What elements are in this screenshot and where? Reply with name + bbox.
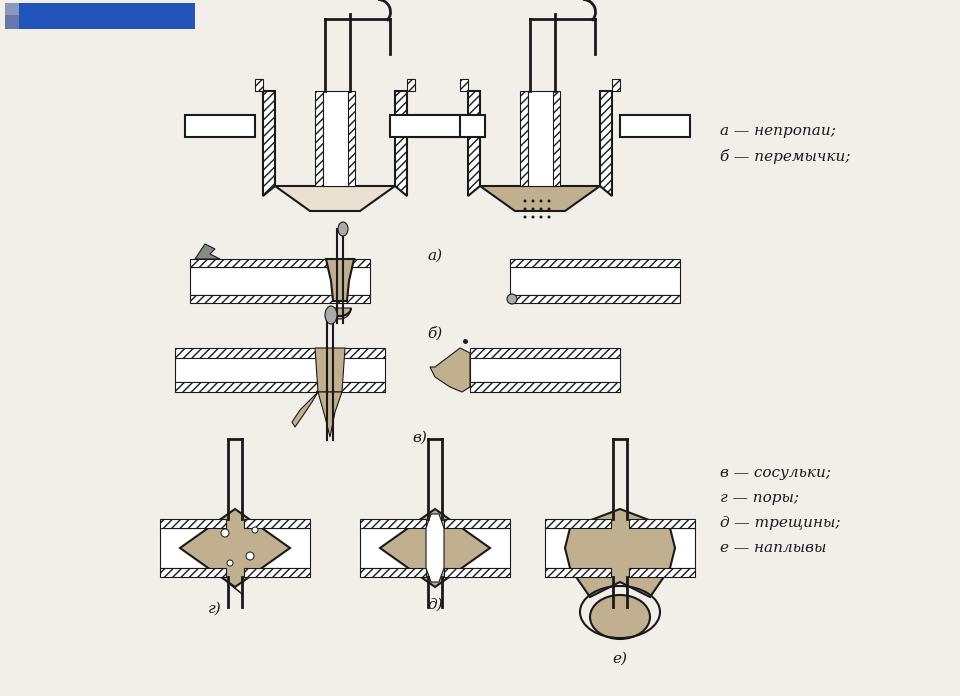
- Bar: [415, 115, 485, 137]
- Bar: [360, 528, 426, 568]
- Ellipse shape: [325, 306, 337, 324]
- Polygon shape: [510, 295, 680, 303]
- Polygon shape: [360, 568, 426, 577]
- Circle shape: [547, 216, 550, 219]
- Polygon shape: [407, 79, 415, 91]
- Polygon shape: [430, 348, 470, 392]
- Bar: [528, 91, 553, 186]
- Bar: [470, 357, 620, 382]
- Polygon shape: [326, 259, 354, 301]
- Polygon shape: [175, 382, 385, 392]
- Bar: [323, 91, 348, 186]
- Circle shape: [532, 216, 535, 219]
- Bar: [5, 3, 195, 29]
- Circle shape: [523, 207, 526, 210]
- Polygon shape: [510, 259, 680, 267]
- Polygon shape: [480, 186, 600, 211]
- Circle shape: [532, 207, 535, 210]
- Polygon shape: [255, 79, 263, 91]
- Text: в): в): [413, 431, 427, 445]
- Bar: [244, 528, 310, 568]
- Circle shape: [547, 207, 550, 210]
- Polygon shape: [160, 519, 226, 528]
- Circle shape: [532, 200, 535, 203]
- Bar: [545, 528, 611, 568]
- Text: б — перемычки;: б — перемычки;: [720, 148, 851, 164]
- Polygon shape: [275, 186, 395, 211]
- Bar: [510, 267, 680, 295]
- Text: г): г): [208, 602, 222, 616]
- Polygon shape: [347, 91, 355, 186]
- Circle shape: [221, 529, 229, 537]
- Text: д): д): [427, 598, 443, 612]
- Text: е): е): [612, 652, 628, 666]
- Polygon shape: [600, 91, 612, 196]
- Bar: [390, 115, 460, 137]
- Polygon shape: [263, 91, 275, 196]
- Polygon shape: [470, 382, 620, 392]
- Wedge shape: [329, 308, 351, 319]
- Polygon shape: [318, 392, 342, 437]
- Bar: [160, 528, 226, 568]
- Bar: [5, 3, 19, 15]
- Polygon shape: [520, 91, 528, 186]
- Circle shape: [246, 552, 254, 560]
- Text: а): а): [427, 249, 443, 263]
- Text: г — поры;: г — поры;: [720, 491, 799, 505]
- Polygon shape: [460, 79, 468, 91]
- Bar: [629, 528, 695, 568]
- Bar: [620, 115, 690, 137]
- Text: а — непропаи;: а — непропаи;: [720, 124, 836, 138]
- Circle shape: [523, 200, 526, 203]
- Polygon shape: [190, 295, 370, 303]
- Polygon shape: [426, 514, 444, 582]
- Circle shape: [540, 216, 542, 219]
- Polygon shape: [552, 91, 560, 186]
- Circle shape: [540, 207, 542, 210]
- Polygon shape: [395, 91, 407, 196]
- Circle shape: [540, 200, 542, 203]
- Polygon shape: [315, 348, 345, 392]
- Polygon shape: [360, 519, 426, 528]
- Circle shape: [252, 527, 258, 533]
- Bar: [444, 528, 510, 568]
- Bar: [185, 115, 255, 137]
- Ellipse shape: [590, 595, 650, 639]
- Polygon shape: [292, 392, 318, 427]
- Polygon shape: [629, 519, 695, 528]
- Bar: [175, 357, 385, 382]
- Polygon shape: [545, 568, 611, 577]
- Polygon shape: [180, 509, 290, 587]
- Polygon shape: [612, 79, 620, 91]
- Polygon shape: [444, 519, 510, 528]
- Circle shape: [507, 294, 517, 304]
- Polygon shape: [160, 568, 226, 577]
- Polygon shape: [190, 259, 370, 267]
- Circle shape: [547, 200, 550, 203]
- Ellipse shape: [338, 222, 348, 236]
- Text: д — трещины;: д — трещины;: [720, 516, 841, 530]
- Bar: [190, 267, 370, 295]
- Circle shape: [523, 216, 526, 219]
- Text: е — наплывы: е — наплывы: [720, 541, 827, 555]
- Polygon shape: [244, 568, 310, 577]
- Polygon shape: [545, 519, 611, 528]
- Circle shape: [227, 560, 233, 566]
- Polygon shape: [380, 509, 490, 587]
- Polygon shape: [468, 91, 480, 196]
- Polygon shape: [195, 244, 220, 259]
- Polygon shape: [565, 509, 675, 597]
- Polygon shape: [315, 91, 323, 186]
- Text: в — сосульки;: в — сосульки;: [720, 466, 831, 480]
- Polygon shape: [244, 519, 310, 528]
- Bar: [5, 15, 19, 29]
- Text: б): б): [427, 326, 443, 340]
- Polygon shape: [175, 348, 385, 358]
- Polygon shape: [629, 568, 695, 577]
- Polygon shape: [470, 348, 620, 358]
- Polygon shape: [444, 568, 510, 577]
